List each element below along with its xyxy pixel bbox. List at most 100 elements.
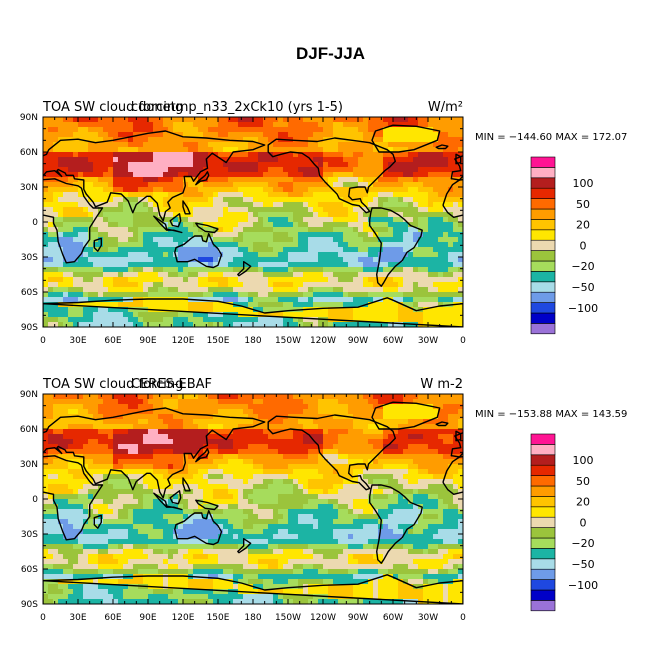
heatmap-cell bbox=[108, 287, 114, 293]
heatmap-cell bbox=[48, 117, 54, 123]
heatmap-cell bbox=[438, 207, 444, 213]
heatmap-cell bbox=[278, 404, 284, 410]
heatmap-cell bbox=[338, 227, 344, 233]
heatmap-cell bbox=[403, 404, 409, 410]
heatmap-cell bbox=[143, 122, 149, 128]
heatmap-cell bbox=[333, 277, 339, 283]
heatmap-cell bbox=[373, 172, 379, 178]
heatmap-cell bbox=[113, 197, 119, 203]
heatmap-cell bbox=[43, 419, 49, 425]
heatmap-cell bbox=[388, 197, 394, 203]
heatmap-cell bbox=[78, 157, 84, 163]
heatmap-cell bbox=[118, 312, 124, 318]
heatmap-cell bbox=[438, 172, 444, 178]
heatmap-cell bbox=[303, 267, 309, 273]
heatmap-cell bbox=[43, 449, 49, 455]
heatmap-cell bbox=[178, 257, 184, 263]
heatmap-cell bbox=[338, 459, 344, 465]
heatmap-cell bbox=[383, 212, 389, 218]
heatmap-cell bbox=[183, 394, 189, 400]
heatmap-cell bbox=[363, 394, 369, 400]
heatmap-cell bbox=[393, 409, 399, 415]
heatmap-cell bbox=[78, 399, 84, 405]
heatmap-cell bbox=[78, 434, 84, 440]
heatmap-cell bbox=[403, 237, 409, 243]
heatmap-cell bbox=[393, 302, 399, 308]
heatmap-cell bbox=[153, 197, 159, 203]
heatmap-cell bbox=[293, 187, 299, 193]
heatmap-cell bbox=[193, 222, 199, 228]
heatmap-cell bbox=[108, 122, 114, 128]
heatmap-cell bbox=[208, 227, 214, 233]
heatmap-cell bbox=[108, 302, 114, 308]
heatmap-cell bbox=[368, 147, 374, 153]
heatmap-cell bbox=[213, 292, 219, 298]
heatmap-cell bbox=[238, 237, 244, 243]
heatmap-cell bbox=[273, 449, 279, 455]
heatmap-cell bbox=[283, 242, 289, 248]
heatmap-cell bbox=[203, 277, 209, 283]
heatmap-cell bbox=[238, 212, 244, 218]
heatmap-cell bbox=[353, 187, 359, 193]
heatmap-cell bbox=[418, 207, 424, 213]
heatmap-cell bbox=[403, 192, 409, 198]
heatmap-cell bbox=[133, 212, 139, 218]
heatmap-cell bbox=[103, 127, 109, 133]
heatmap-cell bbox=[138, 267, 144, 273]
heatmap-cell bbox=[218, 177, 224, 183]
heatmap-cell bbox=[433, 312, 439, 318]
heatmap-cell bbox=[158, 127, 164, 133]
heatmap-cell bbox=[283, 307, 289, 313]
heatmap-cell bbox=[148, 394, 154, 400]
heatmap-cell bbox=[113, 409, 119, 415]
heatmap-cell bbox=[398, 464, 404, 470]
heatmap-cell bbox=[283, 257, 289, 263]
heatmap-cell bbox=[318, 217, 324, 223]
heatmap-cell bbox=[233, 147, 239, 153]
heatmap-cell bbox=[413, 157, 419, 163]
heatmap-cell bbox=[208, 267, 214, 273]
heatmap-cell bbox=[138, 444, 144, 450]
heatmap-cell bbox=[188, 172, 194, 178]
heatmap-cell bbox=[368, 237, 374, 243]
heatmap-cell bbox=[408, 222, 414, 228]
heatmap-cell bbox=[213, 187, 219, 193]
heatmap-cell bbox=[213, 222, 219, 228]
heatmap-cell bbox=[263, 267, 269, 273]
heatmap-cell bbox=[258, 282, 264, 288]
heatmap-cell bbox=[288, 187, 294, 193]
heatmap-cell bbox=[103, 449, 109, 455]
heatmap-cell bbox=[438, 127, 444, 133]
heatmap-cell bbox=[408, 202, 414, 208]
heatmap-cell bbox=[208, 292, 214, 298]
heatmap-cell bbox=[458, 142, 464, 148]
heatmap-cell bbox=[308, 469, 314, 475]
heatmap-cell bbox=[333, 404, 339, 410]
heatmap-cell bbox=[453, 187, 459, 193]
heatmap-cell bbox=[253, 464, 259, 470]
heatmap-cell bbox=[383, 414, 389, 420]
heatmap-cell bbox=[218, 167, 224, 173]
heatmap-cell bbox=[123, 394, 129, 400]
heatmap-cell bbox=[88, 277, 94, 283]
heatmap-cell bbox=[338, 272, 344, 278]
heatmap-cell bbox=[333, 424, 339, 430]
heatmap-cell bbox=[178, 424, 184, 430]
heatmap-cell bbox=[413, 282, 419, 288]
heatmap-cell bbox=[448, 307, 454, 313]
heatmap-cell bbox=[173, 207, 179, 213]
heatmap-cell bbox=[423, 282, 429, 288]
heatmap-cell bbox=[438, 439, 444, 445]
heatmap-cell bbox=[278, 207, 284, 213]
coastline-japan bbox=[195, 171, 210, 186]
heatmap-cell bbox=[433, 132, 439, 138]
heatmap-cell bbox=[43, 394, 49, 400]
heatmap-cell bbox=[368, 287, 374, 293]
heatmap-cell bbox=[238, 419, 244, 425]
heatmap-cell bbox=[318, 394, 324, 400]
heatmap-cell bbox=[78, 117, 84, 123]
heatmap-cell bbox=[253, 404, 259, 410]
heatmap-cell bbox=[373, 242, 379, 248]
heatmap-cell bbox=[233, 257, 239, 263]
heatmap-cell bbox=[153, 449, 159, 455]
